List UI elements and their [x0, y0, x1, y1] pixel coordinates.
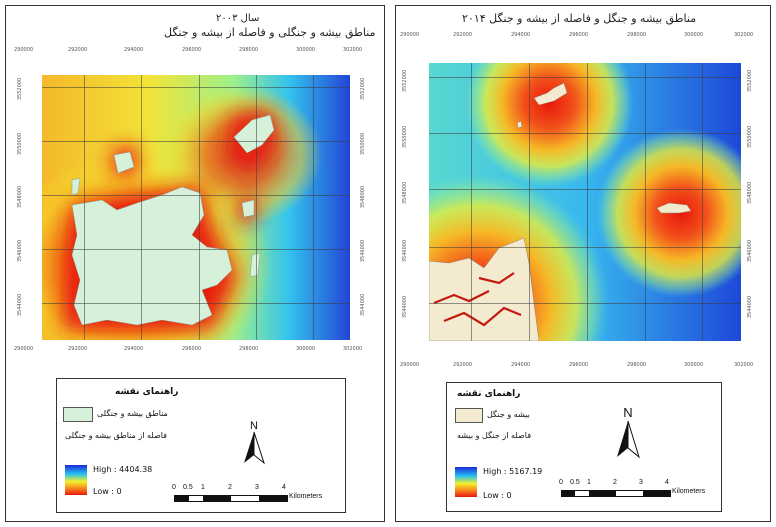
scale-label: 1 — [201, 484, 205, 491]
scale-label: 0.5 — [570, 479, 580, 486]
y-tick-right: 3548000 — [747, 181, 754, 205]
x-tick-top: 294000 — [124, 47, 144, 53]
y-tick-right: 3546000 — [747, 239, 754, 263]
legend-label-forest: مناطق بیشه و جنگلی — [97, 409, 168, 418]
y-tick-right: 3552000 — [747, 69, 754, 93]
scale-label: 3 — [639, 479, 643, 486]
y-tick-left: 3544000 — [402, 295, 409, 319]
scale-label: 2 — [228, 484, 232, 491]
x-tick-bottom: 290000 — [400, 362, 420, 368]
y-tick-left: 3552000 — [17, 77, 24, 101]
x-tick-top: 292000 — [453, 32, 473, 38]
y-tick-left: 3544000 — [17, 293, 24, 317]
scale-label: 0.5 — [183, 484, 193, 491]
y-tick-right: 3544000 — [360, 293, 367, 317]
y-tick-left: 3546000 — [402, 239, 409, 263]
scale-bar — [174, 495, 288, 502]
x-tick-bottom: 302000 — [734, 362, 754, 368]
x-tick-bottom: 300000 — [684, 362, 704, 368]
north-label: N — [623, 405, 632, 420]
x-tick-top: 302000 — [734, 32, 754, 38]
map-year-title: سال ۲۰۰۳ — [216, 13, 260, 24]
scale-label: 0 — [172, 484, 176, 491]
scale-label: 4 — [665, 479, 669, 486]
legend-high: High : 4404.38 — [93, 465, 153, 474]
x-tick-bottom: 290000 — [14, 346, 34, 352]
legend-label-distance: فاصله از مناطق بیشه و جنگلی — [65, 431, 167, 440]
legend-high: High : 5167.19 — [483, 467, 543, 476]
x-tick-top: 292000 — [68, 47, 88, 53]
y-tick-left: 3550000 — [402, 125, 409, 149]
distance-raster-2003 — [42, 75, 350, 340]
x-tick-top: 300000 — [684, 32, 704, 38]
north-arrow-icon: N — [613, 405, 643, 466]
x-tick-top: 296000 — [182, 47, 202, 53]
map-title: مناطق بیشه و جنگل و فاصله از بیشه و جنگل… — [462, 12, 697, 25]
x-tick-top: 302000 — [343, 47, 363, 53]
x-tick-bottom: 294000 — [511, 362, 531, 368]
legend-low: Low : 0 — [93, 487, 122, 496]
x-tick-top: 290000 — [400, 32, 420, 38]
x-tick-bottom: 292000 — [68, 346, 88, 352]
scale-bar — [561, 490, 671, 497]
y-tick-right: 3548000 — [360, 185, 367, 209]
y-tick-left: 3548000 — [402, 181, 409, 205]
x-tick-bottom: 296000 — [569, 362, 589, 368]
y-tick-left: 3550000 — [17, 132, 24, 156]
legend-color-ramp — [65, 465, 87, 495]
legend-label-distance: فاصله از جنگل و بیشه — [457, 431, 532, 440]
distance-raster-2014 — [429, 63, 741, 341]
y-tick-right: 3550000 — [360, 132, 367, 156]
x-tick-top: 294000 — [511, 32, 531, 38]
legend-low: Low : 0 — [483, 491, 512, 500]
scale-label: 1 — [587, 479, 591, 486]
scale-label: 2 — [613, 479, 617, 486]
x-tick-bottom: 298000 — [239, 346, 259, 352]
scale-unit: Kilometers — [289, 493, 323, 500]
x-tick-bottom: 292000 — [453, 362, 473, 368]
legend-color-ramp — [455, 467, 477, 497]
legend-heading: راهنمای نقشه — [115, 387, 179, 397]
map-legend: راهنمای نقشه بیشه و جنگل فاصله از جنگل و… — [446, 382, 722, 512]
x-tick-top: 296000 — [569, 32, 589, 38]
map-title: مناطق بیشه و جنگلی و فاصله از بیشه و جنگ… — [164, 26, 376, 39]
x-tick-bottom: 302000 — [343, 346, 363, 352]
y-tick-left: 3548000 — [17, 185, 24, 209]
x-tick-top: 290000 — [14, 47, 34, 53]
legend-label-forest: بیشه و جنگل — [487, 410, 530, 419]
north-label: N — [250, 420, 258, 432]
y-tick-right: 3546000 — [360, 239, 367, 263]
scale-label: 3 — [255, 484, 259, 491]
x-tick-top: 298000 — [627, 32, 647, 38]
legend-swatch-forest — [455, 408, 483, 423]
scale-label: 0 — [559, 479, 563, 486]
y-tick-right: 3550000 — [747, 125, 754, 149]
x-tick-bottom: 298000 — [627, 362, 647, 368]
x-tick-bottom: 296000 — [182, 346, 202, 352]
map-panel-2014: مناطق بیشه و جنگل و فاصله از بیشه و جنگل… — [395, 5, 771, 522]
y-tick-left: 3552000 — [402, 69, 409, 93]
north-arrow-icon: N — [239, 419, 269, 472]
x-tick-bottom: 300000 — [296, 346, 316, 352]
map-panel-2003: سال ۲۰۰۳ مناطق بیشه و جنگلی و فاصله از ب… — [5, 5, 385, 522]
forest-areas-2003 — [71, 114, 275, 326]
x-tick-bottom: 294000 — [124, 346, 144, 352]
scale-unit: Kilometers — [672, 488, 706, 495]
x-tick-top: 298000 — [239, 47, 259, 53]
y-tick-left: 3546000 — [17, 239, 24, 263]
legend-swatch-forest — [63, 407, 93, 422]
y-tick-right: 3544000 — [747, 295, 754, 319]
y-tick-right: 3552000 — [360, 77, 367, 101]
scale-label: 4 — [282, 484, 286, 491]
map-legend: راهنمای نقشه مناطق بیشه و جنگلی فاصله از… — [56, 378, 346, 513]
x-tick-top: 300000 — [296, 47, 316, 53]
legend-heading: راهنمای نقشه — [457, 389, 521, 399]
